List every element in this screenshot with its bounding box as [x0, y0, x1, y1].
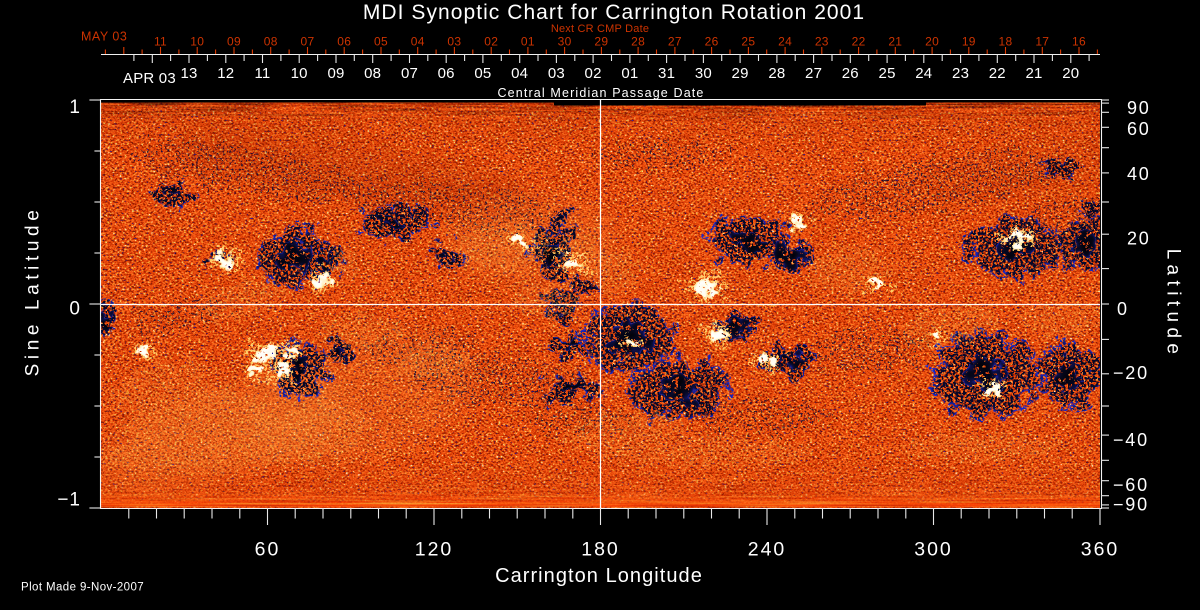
- svg-text:−40: −40: [1113, 430, 1149, 450]
- svg-text:−90: −90: [1113, 495, 1149, 515]
- svg-text:−60: −60: [1113, 475, 1149, 495]
- svg-text:10: 10: [190, 35, 204, 49]
- svg-text:08: 08: [264, 35, 278, 49]
- svg-text:180: 180: [581, 539, 620, 561]
- svg-text:24: 24: [778, 35, 792, 49]
- svg-text:22: 22: [852, 35, 866, 49]
- svg-text:Sine Latitude: Sine Latitude: [23, 206, 44, 377]
- svg-text:28: 28: [631, 35, 645, 49]
- svg-text:25: 25: [879, 65, 896, 82]
- svg-text:09: 09: [227, 35, 241, 49]
- svg-text:27: 27: [805, 65, 822, 82]
- svg-text:19: 19: [962, 35, 976, 49]
- svg-text:07: 07: [401, 65, 418, 82]
- svg-text:02: 02: [585, 65, 602, 82]
- svg-text:01: 01: [521, 35, 535, 49]
- svg-text:02: 02: [484, 35, 498, 49]
- svg-text:06: 06: [337, 35, 351, 49]
- svg-text:11: 11: [154, 35, 167, 49]
- svg-text:Next CR CMP Date: Next CR CMP Date: [551, 23, 649, 35]
- svg-text:22: 22: [989, 65, 1006, 82]
- svg-text:05: 05: [374, 35, 388, 49]
- svg-text:26: 26: [705, 35, 719, 49]
- svg-text:90: 90: [1127, 98, 1151, 118]
- svg-text:20: 20: [925, 35, 939, 49]
- svg-text:27: 27: [668, 35, 682, 49]
- svg-text:28: 28: [768, 65, 785, 82]
- svg-text:20: 20: [1127, 229, 1151, 249]
- svg-text:21: 21: [1025, 65, 1042, 82]
- svg-text:12: 12: [217, 65, 234, 82]
- svg-text:0: 0: [1117, 299, 1129, 319]
- svg-text:18: 18: [999, 35, 1013, 49]
- svg-text:300: 300: [914, 539, 953, 561]
- svg-text:23: 23: [815, 35, 829, 49]
- svg-text:APR 03: APR 03: [123, 70, 176, 87]
- svg-text:13: 13: [180, 65, 197, 82]
- svg-text:16: 16: [1072, 35, 1086, 49]
- svg-text:17: 17: [1035, 35, 1049, 49]
- svg-text:08: 08: [364, 65, 381, 82]
- svg-text:29: 29: [594, 35, 608, 49]
- svg-text:60: 60: [255, 539, 281, 561]
- svg-text:60: 60: [1127, 119, 1151, 139]
- svg-text:09: 09: [327, 65, 344, 82]
- svg-text:−1: −1: [57, 490, 81, 511]
- svg-text:03: 03: [447, 35, 461, 49]
- svg-text:120: 120: [415, 539, 454, 561]
- svg-text:MDI Synoptic Chart for Carring: MDI Synoptic Chart for Carrington Rotati…: [363, 1, 865, 24]
- svg-text:07: 07: [301, 35, 315, 49]
- svg-text:Plot Made 9-Nov-2007: Plot Made 9-Nov-2007: [21, 582, 144, 594]
- svg-text:21: 21: [888, 35, 902, 49]
- svg-text:20: 20: [1062, 65, 1079, 82]
- svg-text:Carrington Longitude: Carrington Longitude: [495, 565, 703, 587]
- svg-text:25: 25: [741, 35, 755, 49]
- svg-text:01: 01: [621, 65, 638, 82]
- svg-text:MAY 03: MAY 03: [81, 30, 127, 44]
- svg-text:06: 06: [438, 65, 455, 82]
- svg-text:0: 0: [69, 299, 81, 320]
- svg-text:23: 23: [952, 65, 969, 82]
- svg-text:−20: −20: [1113, 363, 1149, 383]
- svg-text:30: 30: [558, 35, 572, 49]
- svg-text:30: 30: [695, 65, 712, 82]
- svg-text:24: 24: [915, 65, 932, 82]
- svg-text:10: 10: [291, 65, 308, 82]
- svg-text:Latitude: Latitude: [1163, 249, 1184, 360]
- svg-text:05: 05: [474, 65, 491, 82]
- svg-text:04: 04: [411, 35, 425, 49]
- svg-text:1: 1: [69, 97, 81, 118]
- svg-text:04: 04: [511, 65, 528, 82]
- svg-text:31: 31: [658, 65, 675, 82]
- svg-text:40: 40: [1127, 164, 1151, 184]
- svg-text:11: 11: [255, 65, 271, 82]
- svg-text:03: 03: [548, 65, 565, 82]
- svg-text:360: 360: [1081, 539, 1120, 561]
- svg-text:26: 26: [842, 65, 859, 82]
- svg-text:240: 240: [748, 539, 787, 561]
- svg-text:29: 29: [732, 65, 749, 82]
- svg-text:Central Meridian Passage Date: Central Meridian Passage Date: [497, 86, 704, 100]
